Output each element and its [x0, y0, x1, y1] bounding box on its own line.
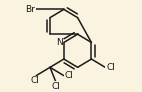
- Text: Cl: Cl: [106, 63, 115, 72]
- Text: N: N: [56, 38, 63, 47]
- Text: Br: Br: [25, 5, 35, 14]
- Text: Cl: Cl: [51, 82, 60, 91]
- Text: Cl: Cl: [31, 76, 40, 85]
- Text: Cl: Cl: [64, 71, 73, 80]
